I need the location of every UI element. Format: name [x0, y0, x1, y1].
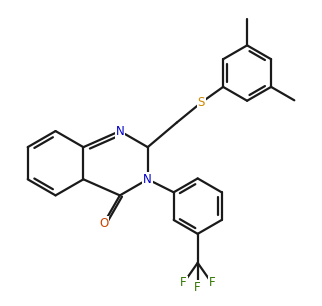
Text: S: S	[198, 96, 205, 109]
Text: O: O	[99, 217, 109, 230]
Text: F: F	[208, 277, 215, 289]
Text: F: F	[180, 277, 187, 289]
Text: F: F	[194, 281, 201, 294]
Text: N: N	[143, 173, 152, 186]
Text: N: N	[116, 125, 124, 138]
